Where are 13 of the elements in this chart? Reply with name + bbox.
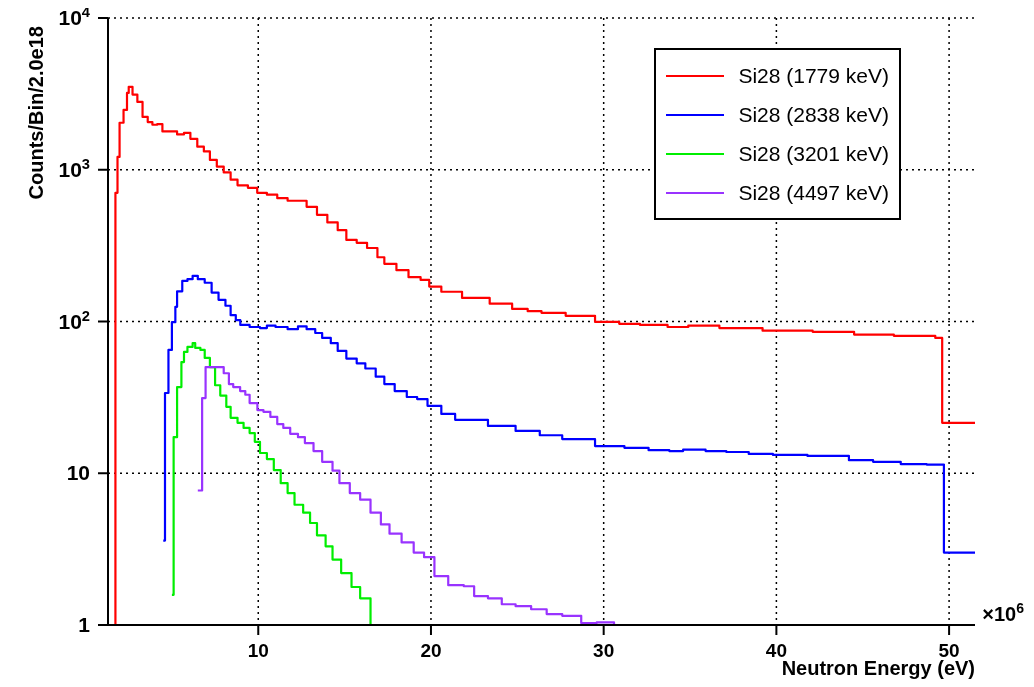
legend-label: Si28 (1779 keV) [738,63,889,88]
y-tick-label: 1 [78,613,91,636]
x-tick-label: 20 [420,640,442,661]
y-axis-title: Counts/Bin/2.0e18 [25,26,47,200]
text: ×10$^{6}$ [982,600,1025,625]
legend-label: Si28 (3201 keV) [738,141,889,166]
legend-label: Si28 (4497 keV) [738,180,889,205]
legend-label: Si28 (2838 keV) [738,102,889,127]
y-tick-label: 10 [66,461,90,485]
y-tick-label: 10$^{2}$ [58,307,90,333]
y-tick-label: 10$^{3}$ [58,155,90,181]
x-tick-label: 30 [593,640,615,661]
x-tick-label: 10 [247,640,269,661]
